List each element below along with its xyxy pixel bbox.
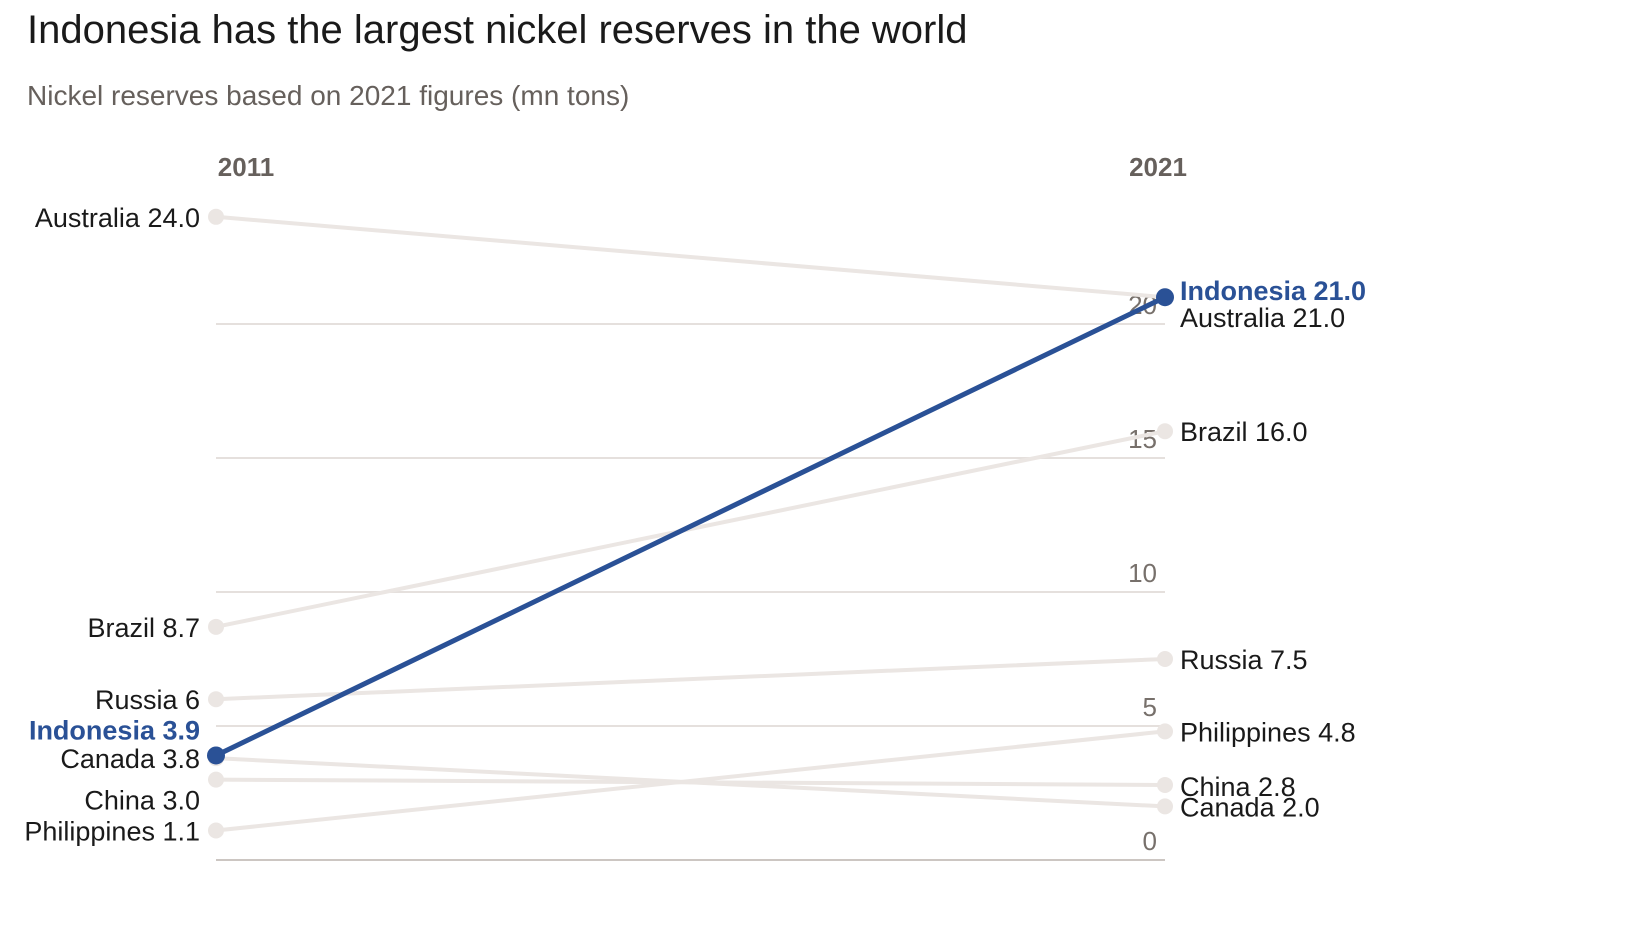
y-tick-label: 10 xyxy=(1128,558,1157,588)
chart-title: Indonesia has the largest nickel reserve… xyxy=(27,8,968,52)
start-label-philippines: Philippines 1.1 xyxy=(24,817,200,847)
start-label-russia: Russia 6 xyxy=(95,685,200,715)
end-label-australia: Australia 21.0 xyxy=(1180,303,1345,333)
y-tick-label: 5 xyxy=(1143,692,1157,722)
end-label-russia: Russia 7.5 xyxy=(1180,645,1308,675)
y-tick-label: 0 xyxy=(1143,826,1157,856)
point-end-indonesia xyxy=(1156,288,1174,307)
point-start-russia xyxy=(208,691,224,708)
point-start-philippines xyxy=(208,822,224,839)
series-line-philippines xyxy=(214,729,1167,833)
x-category-label-end: 2021 xyxy=(1129,152,1187,182)
series-line-australia xyxy=(214,214,1167,300)
start-label-brazil: Brazil 8.7 xyxy=(87,613,200,643)
point-start-china xyxy=(208,771,224,788)
start-label-australia: Australia 24.0 xyxy=(35,203,200,233)
point-end-canada xyxy=(1157,798,1173,815)
point-end-russia xyxy=(1157,651,1173,667)
point-start-indonesia xyxy=(207,746,225,765)
end-label-indonesia: Indonesia 21.0 xyxy=(1180,276,1366,306)
series-line-russia xyxy=(214,657,1167,702)
point-end-china xyxy=(1157,776,1173,793)
chart-subtitle: Nickel reserves based on 2021 figures (m… xyxy=(27,80,630,111)
point-start-australia xyxy=(208,208,224,225)
end-label-brazil: Brazil 16.0 xyxy=(1180,417,1308,447)
x-category-label-start: 2011 xyxy=(218,152,274,182)
series-line-indonesia xyxy=(213,294,1168,758)
point-end-philippines xyxy=(1157,723,1173,740)
end-label-philippines: Philippines 4.8 xyxy=(1180,717,1356,747)
start-label-indonesia: Indonesia 3.9 xyxy=(29,715,200,745)
end-label-china: China 2.8 xyxy=(1180,772,1296,802)
start-label-canada: Canada 3.8 xyxy=(60,744,200,774)
start-label-china: China 3.0 xyxy=(84,786,200,816)
point-end-brazil xyxy=(1157,423,1173,440)
end-label-canada: Canada 2.0 xyxy=(1180,792,1320,822)
point-start-brazil xyxy=(208,618,224,635)
